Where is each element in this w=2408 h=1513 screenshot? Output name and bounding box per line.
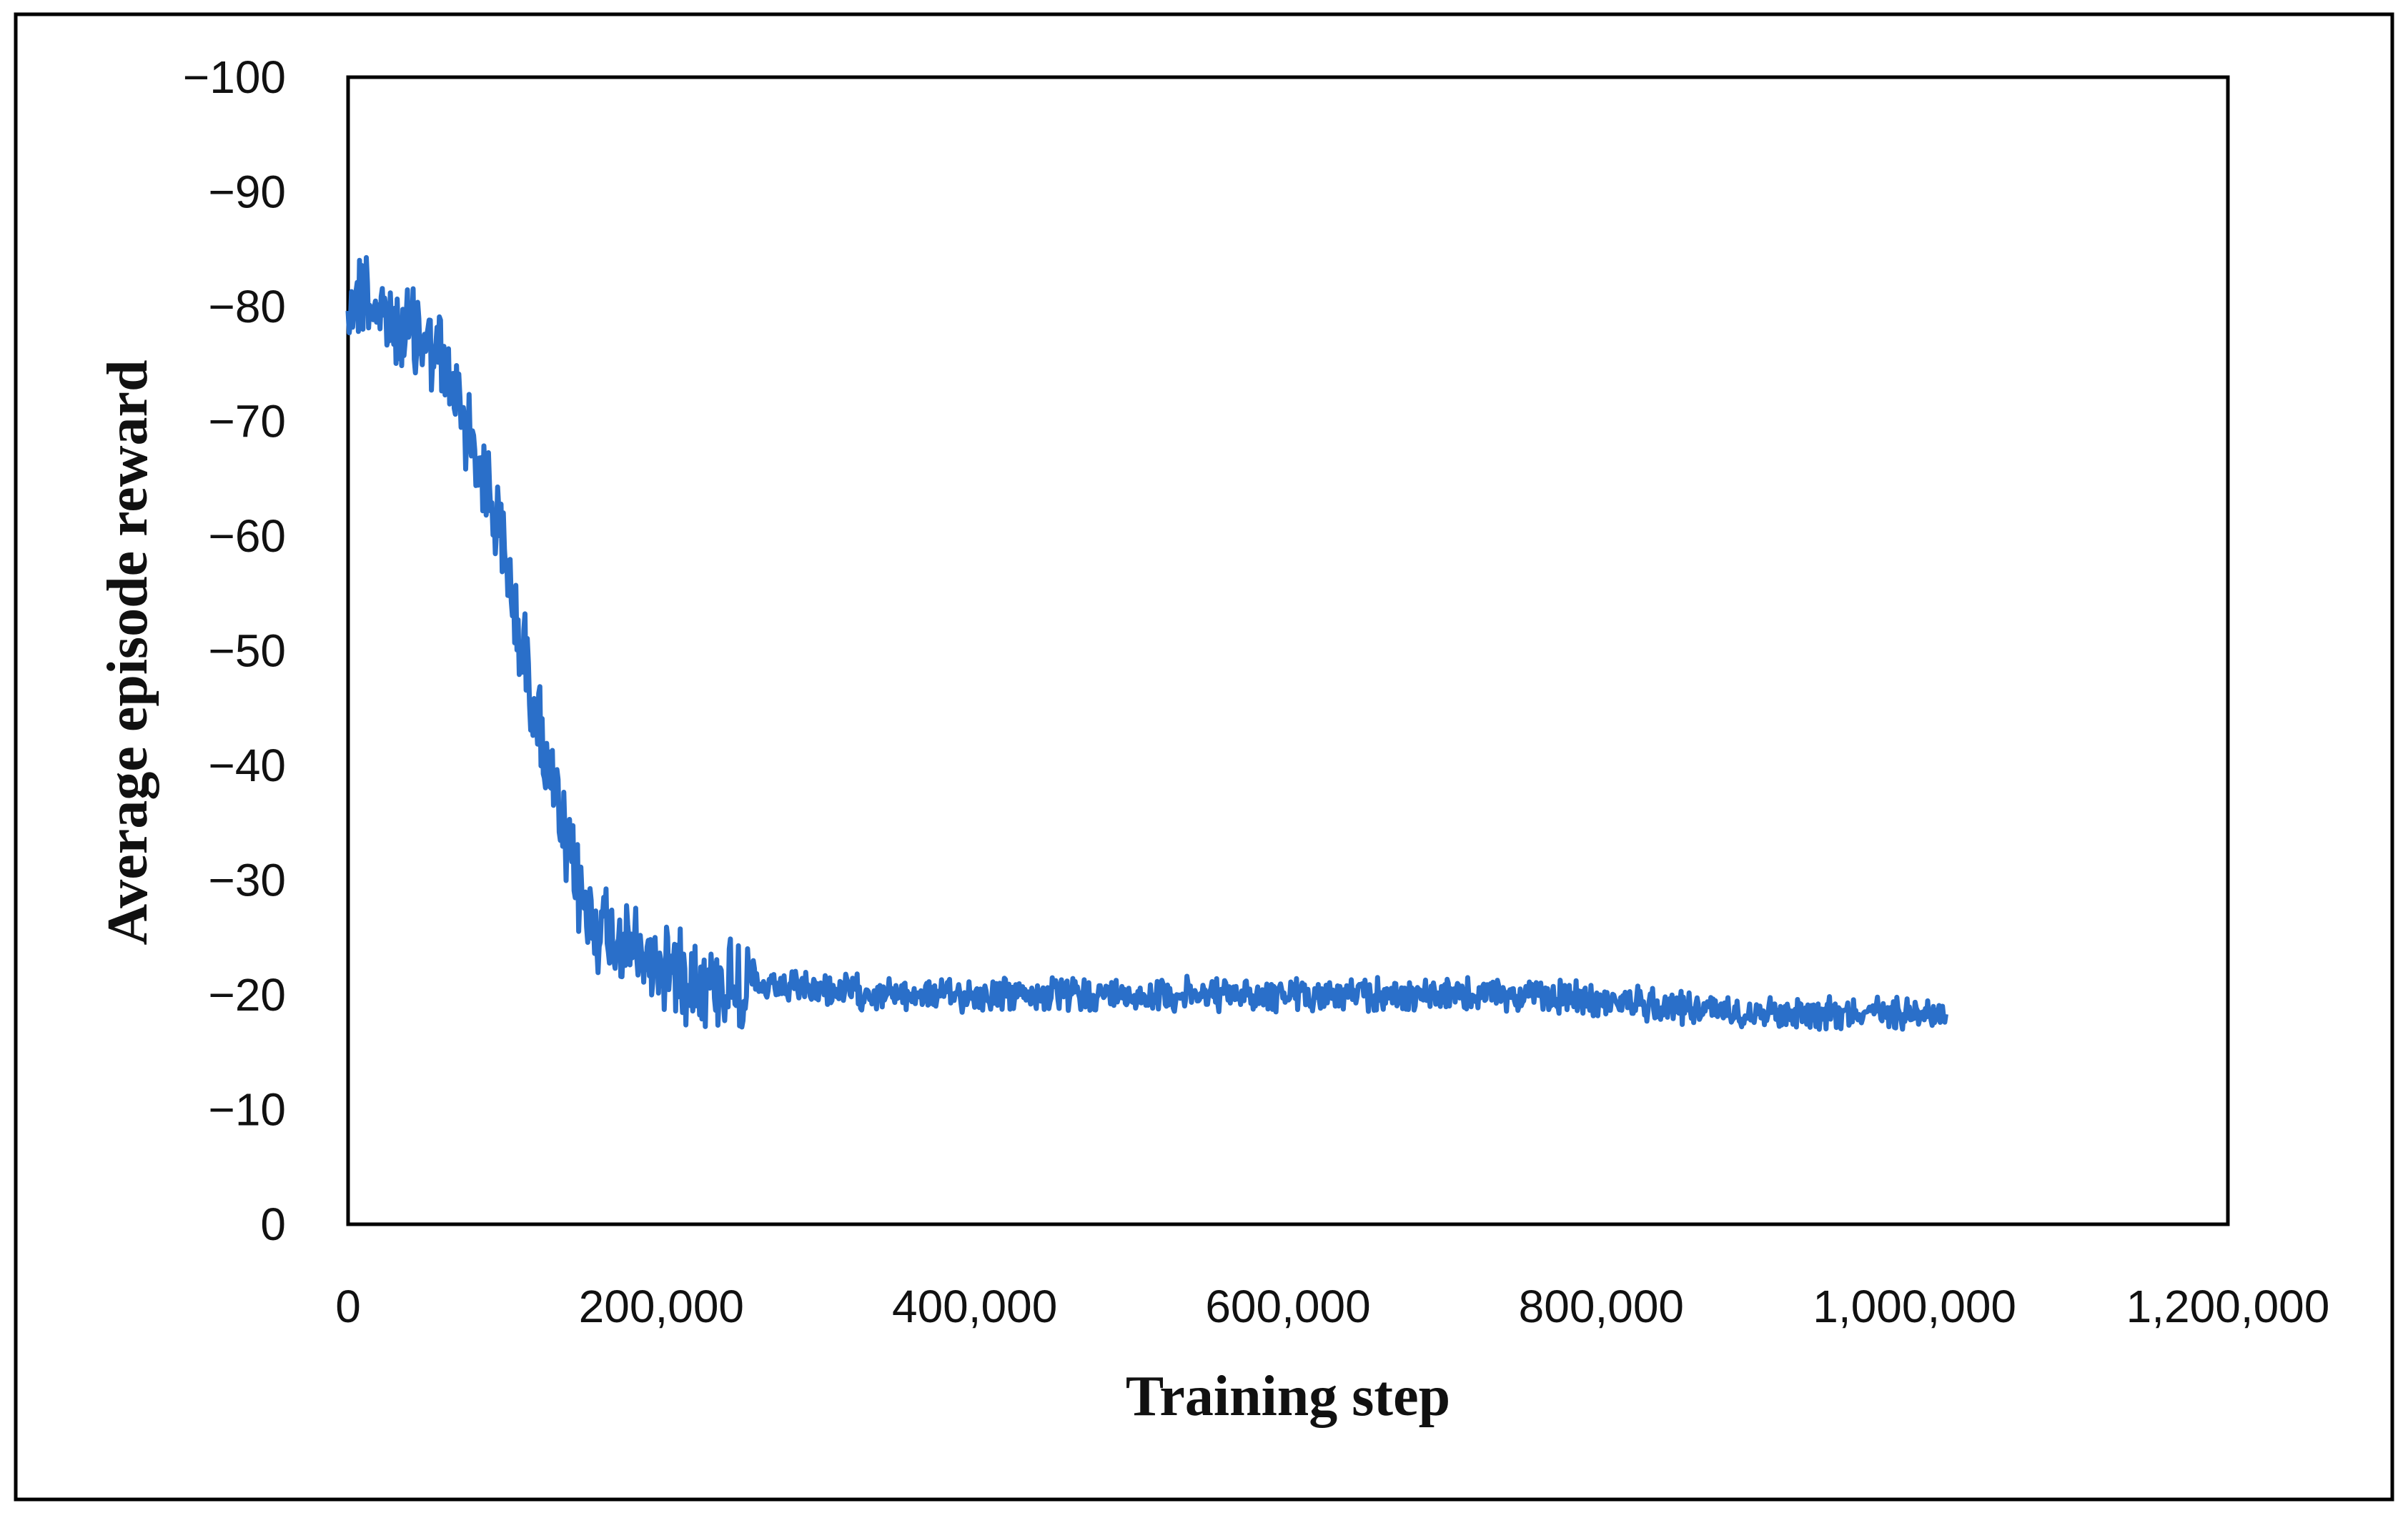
x-tick-label: 1,000,000 bbox=[1813, 1281, 2016, 1332]
x-tick-label: 600,000 bbox=[1205, 1281, 1370, 1332]
x-axis-ticks: 0 200,000 400,000 600,000 800,000 1,000,000 1,… bbox=[335, 1281, 2329, 1332]
y-tick-label: −50 bbox=[208, 625, 286, 677]
x-tick-label: 0 bbox=[335, 1281, 361, 1332]
y-tick-label: −70 bbox=[208, 396, 286, 447]
y-tick-label: 0 bbox=[260, 1199, 286, 1250]
series-layer bbox=[345, 254, 1948, 1032]
y-tick-label: −30 bbox=[208, 855, 286, 906]
y-axis-title: Average episode reward bbox=[96, 359, 159, 945]
y-tick-label: −60 bbox=[208, 510, 286, 562]
x-tick-label: 200,000 bbox=[579, 1281, 744, 1332]
y-tick-label: −20 bbox=[208, 969, 286, 1021]
y-tick-label: −40 bbox=[208, 740, 286, 791]
y-axis-ticks: 0 −10 −20 −30 −40 −50 −60 −70 −80 −90 −100 bbox=[183, 51, 286, 1250]
x-axis-title: Training step bbox=[1126, 1365, 1450, 1428]
y-tick-label: −80 bbox=[208, 281, 286, 332]
x-tick-label: 1,200,000 bbox=[2126, 1281, 2330, 1332]
plot-area-frame bbox=[346, 75, 2230, 1226]
x-tick-label: 800,000 bbox=[1519, 1281, 1684, 1332]
y-tick-label: −100 bbox=[183, 51, 286, 103]
y-tick-label: −90 bbox=[208, 167, 286, 218]
series-line bbox=[345, 254, 1948, 1032]
y-tick-label: −10 bbox=[208, 1084, 286, 1136]
x-tick-label: 400,000 bbox=[892, 1281, 1057, 1332]
outer-frame bbox=[14, 12, 2394, 1502]
